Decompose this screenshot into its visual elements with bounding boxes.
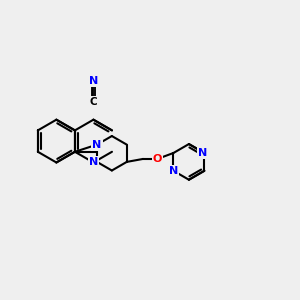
- Text: N: N: [169, 166, 178, 176]
- Text: N: N: [89, 158, 98, 167]
- Text: N: N: [198, 148, 208, 158]
- Text: N: N: [92, 140, 101, 150]
- Text: O: O: [153, 154, 162, 164]
- Text: N: N: [89, 76, 98, 85]
- Text: C: C: [90, 97, 97, 107]
